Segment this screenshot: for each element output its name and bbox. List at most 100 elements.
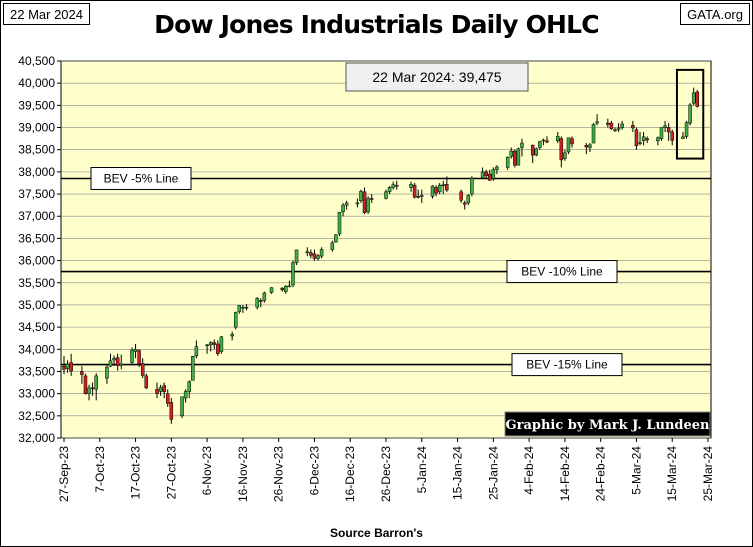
candle-body-down [115,357,120,366]
candle [634,127,639,150]
candle-body-down [169,402,174,420]
candle-body-up [191,356,195,381]
y-tick-label: 33,000 [18,387,55,401]
credit-text: Graphic by Mark J. Lundeen [506,418,711,433]
candle-body-down [666,127,671,133]
x-tick-label: 26-Nov-23 [272,446,286,502]
candle [169,398,174,424]
candle [470,176,474,197]
y-tick-label: 38,500 [18,143,55,157]
candle-body-down [434,187,438,194]
candle-body-up [194,346,199,357]
candle-body-down [140,363,145,376]
annotation-box [345,62,529,92]
reference-label: BEV -15% Line [511,353,623,377]
candle [183,389,188,403]
candle [534,147,539,157]
candle [94,373,98,401]
candle [205,343,209,354]
candle [387,186,392,195]
candle [545,136,549,144]
candle-body-up [344,202,349,206]
candle [119,354,123,370]
candle [355,198,360,208]
candle [208,341,213,352]
y-tick-label: 36,500 [18,231,55,245]
candle [90,382,95,396]
candle [691,87,696,106]
candle-body-up [269,287,274,293]
candle-body-down [280,287,284,291]
candle [158,384,163,396]
candle [140,358,145,379]
highlight-box [675,68,705,160]
candle [187,380,191,399]
candle [362,187,367,215]
candle-body-up [230,333,234,337]
candle [462,200,467,210]
candle [69,353,73,376]
x-tick-label: 7-Oct-23 [93,446,107,493]
candle-body-up [108,360,113,367]
candle [233,311,238,330]
candle-body-up [430,185,435,197]
candle [684,120,689,139]
candle-body-up [366,198,370,213]
candle [484,169,488,179]
candle [609,120,614,130]
candle [688,103,692,126]
candle [219,335,224,354]
candle-body-up [409,184,413,188]
candle-body-down [394,184,399,187]
candle [559,136,564,168]
candle [369,194,374,203]
candle [137,349,141,368]
candle [670,129,674,146]
candle [530,144,535,164]
candle [566,137,571,155]
candle-body-up [563,152,567,159]
candle-body-down [609,122,614,130]
candle-body-down [530,145,535,156]
x-tick-label: 16-Nov-23 [236,446,250,502]
candle-body-up [255,298,259,308]
candle-body-up [384,191,388,199]
candle-body-up [534,148,539,156]
x-tick-label: 5-Mar-24 [629,446,643,495]
candle-body-down [631,125,635,129]
x-tick-label: 27-Oct-23 [164,446,178,500]
y-tick-label: 35,000 [18,298,55,312]
candle [291,260,295,288]
candle-body-up [480,171,485,178]
candle-body-up [505,156,510,168]
candle-body-up [387,187,392,193]
candle-body-up [491,169,496,179]
candle-body-up [466,195,471,204]
candle [269,287,274,294]
candle [516,147,521,166]
x-tick-label: 17-Oct-23 [129,446,143,500]
candle [666,123,671,141]
candle-body-up [112,357,116,361]
candle [166,389,170,407]
y-tick-label: 39,500 [18,98,55,112]
candle-body-down [670,131,674,141]
candle [341,202,345,217]
candle [244,304,249,311]
chart-title: Dow Jones Industrials Daily OHLC [154,10,600,39]
candle-body-up [470,177,474,195]
candle [112,355,116,367]
candle [505,156,510,170]
candle-body-down [166,393,170,404]
candle-body-down [80,371,84,375]
x-tick-label: 5-Jan-24 [415,446,429,494]
candle-body-up [595,121,599,124]
candle-body-down [212,342,217,345]
candle [584,143,589,155]
reference-label-box [511,353,623,377]
candle-body-up [509,150,513,157]
candle [420,189,424,203]
candle [330,240,335,252]
candle [334,233,338,243]
y-tick-label: 40,000 [18,76,55,90]
